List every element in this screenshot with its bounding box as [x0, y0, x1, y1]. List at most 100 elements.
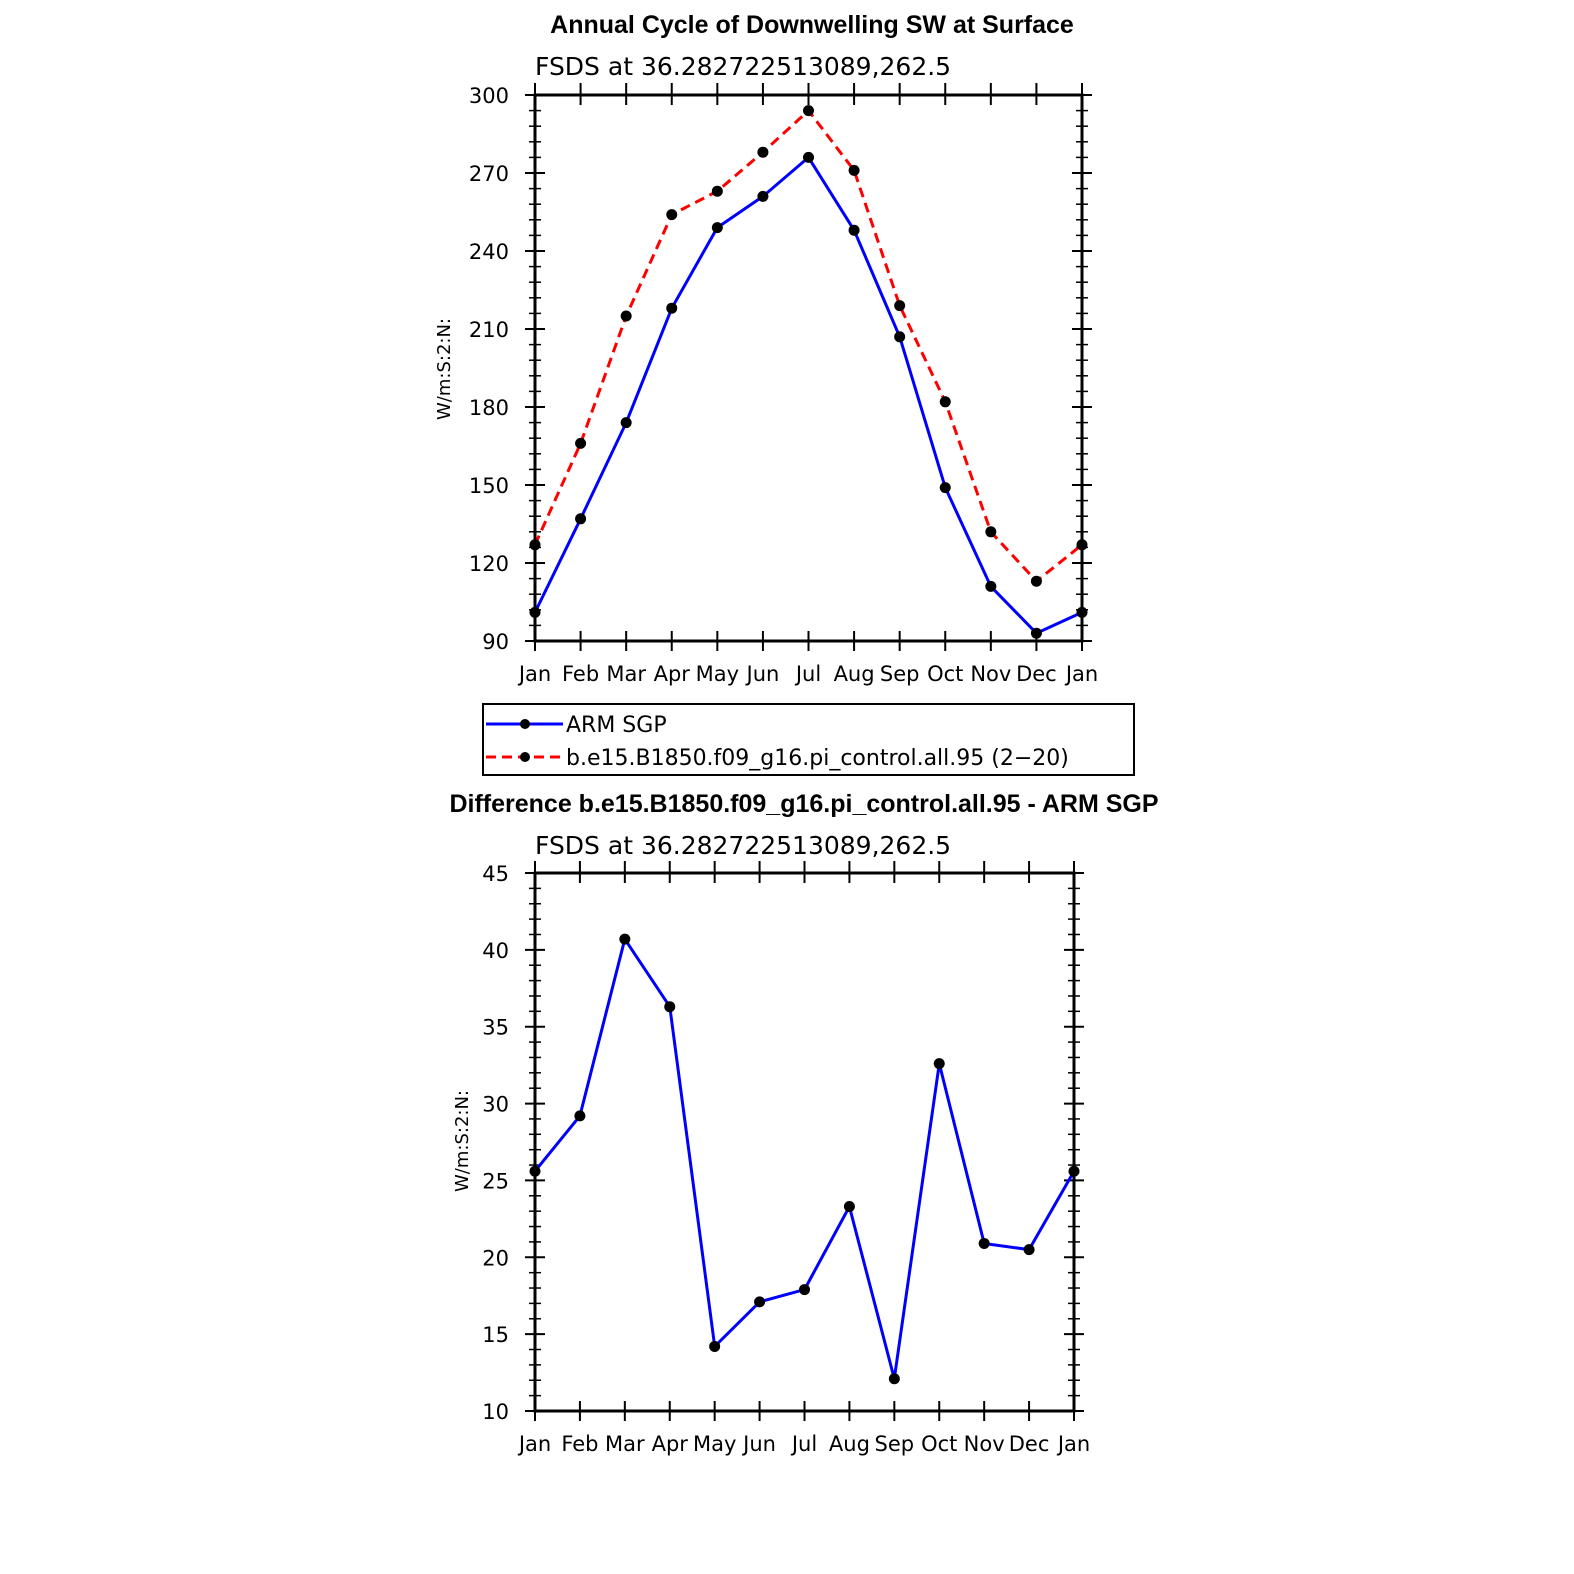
plot-frame [533, 871, 1076, 1413]
series-0-point [754, 1296, 766, 1308]
y-tick-label: 90 [482, 630, 509, 654]
series-0-point [574, 1110, 586, 1122]
plot-frame [533, 93, 1084, 643]
chart-2-y-axis-label: W/m:S:2:N: [452, 1090, 473, 1192]
chart-1-y-axis-label: W/m:S:2:N: [434, 318, 455, 420]
series-0-point [1068, 1165, 1080, 1177]
x-tick-label: Apr [654, 662, 691, 686]
y-tick-label: 270 [469, 162, 509, 186]
chart-2-title: Difference b.e15.B1850.f09_g16.pi_contro… [449, 790, 1158, 818]
series-0-point [985, 580, 997, 592]
series-0-point [529, 1165, 541, 1177]
series-0-point [529, 606, 541, 618]
series-1-point [757, 146, 769, 158]
series-1-point [985, 526, 997, 538]
series-0-point [711, 222, 723, 234]
legend-label-model: b.e15.B1850.f09_g16.pi_control.all.95 (2… [566, 746, 1069, 771]
y-tick-label: 35 [482, 1016, 509, 1040]
series-1-point [1076, 539, 1088, 551]
series-line-0 [533, 937, 1076, 1381]
y-tick-label: 150 [469, 474, 509, 498]
x-tick-label: Aug [829, 1432, 870, 1456]
x-tick-label: May [693, 1432, 736, 1456]
legend-marker-arm-sgp [520, 719, 530, 729]
y-tick-label: 300 [469, 84, 509, 108]
series-0-point [1076, 606, 1088, 618]
y-tick-label: 180 [469, 396, 509, 420]
series-1-point [575, 437, 587, 449]
x-tick-label: May [696, 662, 739, 686]
chart-1-subtitle: FSDS at 36.282722513089,262.5 [535, 52, 951, 81]
x-tick-label: Jan [517, 662, 551, 686]
series-0-point [939, 482, 951, 494]
x-tick-label: Dec [1016, 662, 1057, 686]
series-1-point [939, 396, 951, 408]
x-tick-label: Mar [606, 662, 646, 686]
y-tick-label: 25 [482, 1169, 509, 1193]
chart-1-legend: ARM SGP b.e15.B1850.f09_g16.pi_control.a… [482, 703, 1135, 776]
x-tick-label: Nov [964, 1432, 1005, 1456]
x-tick-label: Jan [1064, 662, 1098, 686]
x-tick-label: Jan [517, 1432, 551, 1456]
series-1-point [894, 300, 906, 312]
series-0-point [619, 933, 631, 945]
series-0-point [848, 224, 860, 236]
series-0-point [575, 513, 587, 525]
y-tick-label: 240 [469, 240, 509, 264]
y-tick-label: 10 [482, 1400, 509, 1424]
series-0-point [894, 331, 906, 343]
series-1-point [620, 310, 632, 322]
y-tick-label: 30 [482, 1093, 509, 1117]
x-tick-label: Jun [741, 1432, 776, 1456]
x-tick-label: Mar [605, 1432, 645, 1456]
chart-2-plot-area: 10 15 20 25 30 35 40 45 Jan Feb Mar Apr May Jun Jul Aug… [482, 861, 1090, 1456]
x-tick-label: Oct [921, 1432, 957, 1456]
series-0-point [709, 1340, 721, 1352]
series-0-point [1030, 627, 1042, 639]
series-1-point [666, 209, 678, 221]
x-tick-label: Jan [1056, 1432, 1090, 1456]
series-1-point [848, 164, 860, 176]
series-0-point [664, 1001, 676, 1013]
series-0-point [978, 1237, 990, 1249]
x-tick-label: Dec [1009, 1432, 1050, 1456]
x-tick-label: Feb [562, 662, 599, 686]
series-line-1 [533, 109, 1083, 583]
y-tick-label: 45 [482, 862, 509, 886]
x-tick-label: Aug [834, 662, 875, 686]
x-tick-label: Feb [561, 1432, 598, 1456]
series-0-point [803, 151, 814, 163]
series-1-point [1030, 575, 1042, 587]
x-tick-label: Sep [875, 1432, 915, 1456]
legend-marker-model [520, 752, 530, 762]
chart-2-subtitle: FSDS at 36.282722513089,262.5 [535, 831, 951, 860]
series-0-point [933, 1058, 945, 1070]
x-tick-label: Oct [927, 662, 963, 686]
x-tick-label: Jul [790, 1432, 817, 1456]
y-tick-label: 40 [482, 939, 509, 963]
legend-label-arm-sgp: ARM SGP [566, 713, 667, 738]
x-tick-label: Sep [880, 662, 920, 686]
y-tick-label: 20 [482, 1246, 509, 1270]
x-tick-label: Apr [652, 1432, 689, 1456]
series-0-point [888, 1373, 900, 1385]
x-tick-label: Nov [970, 662, 1011, 686]
y-tick-label: 120 [469, 552, 509, 576]
series-0-point [666, 302, 678, 314]
series-line-0 [533, 155, 1083, 635]
x-tick-label: Jun [745, 662, 780, 686]
series-0-point [1023, 1244, 1035, 1256]
series-1-point [529, 539, 541, 551]
series-1-point [711, 185, 723, 197]
y-tick-label: 15 [482, 1323, 509, 1347]
legend-box [482, 703, 1135, 776]
series-0-point [799, 1284, 810, 1296]
y-tick-label: 210 [469, 318, 509, 342]
chart-1-title: Annual Cycle of Downwelling SW at Surfac… [550, 11, 1074, 39]
series-0-point [843, 1201, 855, 1213]
series-0-point [620, 417, 632, 429]
x-tick-label: Jul [794, 662, 821, 686]
series-1-point [803, 105, 814, 117]
